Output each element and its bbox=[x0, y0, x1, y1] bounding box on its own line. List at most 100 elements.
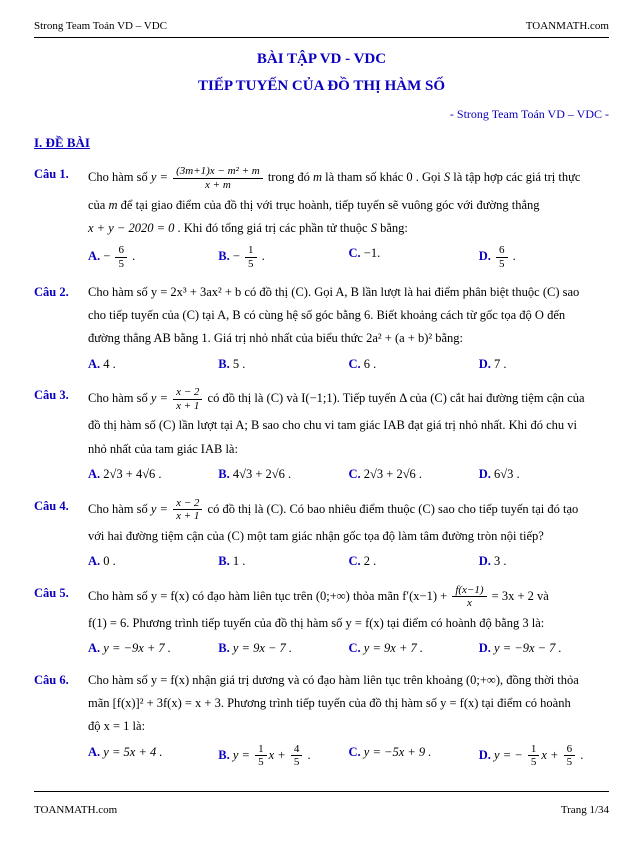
math: m bbox=[313, 170, 322, 184]
footer: TOANMATH.com Trang 1/34 bbox=[34, 802, 609, 819]
numerator: 1 bbox=[245, 244, 257, 258]
option-text: y = −9x + 7 . bbox=[103, 641, 171, 655]
footer-right: Trang 1/34 bbox=[561, 802, 609, 819]
option-key: C. bbox=[349, 246, 361, 260]
text: Cho hàm số y = f(x) nhận giá trị dương v… bbox=[88, 671, 609, 690]
neg: − bbox=[233, 249, 243, 263]
question-label: Câu 4. bbox=[34, 497, 88, 576]
math: y = bbox=[151, 502, 168, 516]
denominator: 5 bbox=[255, 756, 267, 769]
math: m bbox=[108, 198, 117, 212]
question-label: Câu 3. bbox=[34, 386, 88, 488]
option-text: 6 . bbox=[364, 357, 377, 371]
math: S bbox=[371, 221, 377, 235]
text: . Gọi bbox=[416, 170, 444, 184]
numerator: 4 bbox=[291, 743, 303, 757]
question-5: Câu 5. Cho hàm số y = f(x) có đạo hàm li… bbox=[34, 584, 609, 663]
option-key: A. bbox=[88, 745, 100, 759]
text: đồ thị hàm số (C) lần lượt tại A; B sao … bbox=[88, 416, 609, 435]
option-key: C. bbox=[349, 357, 361, 371]
section-heading: I. ĐỀ BÀI bbox=[34, 133, 609, 153]
option-text: 6√3 . bbox=[494, 467, 520, 481]
option-c: C. −1. bbox=[349, 244, 479, 270]
option-text: 2√3 + 2√6 . bbox=[364, 467, 422, 481]
option-d: D. y = −9x − 7 . bbox=[479, 639, 609, 658]
option-key: A. bbox=[88, 357, 100, 371]
numerator: 6 bbox=[564, 743, 576, 757]
option-c: C. 2 . bbox=[349, 552, 479, 571]
numerator: x − 2 bbox=[173, 386, 202, 400]
text: f(1) = 6. Phương trình tiếp tuyến của đồ… bbox=[88, 614, 609, 633]
options-row: A. y = 5x + 4 . B. y = 15x + 45 . C. y =… bbox=[88, 743, 609, 769]
option-key: C. bbox=[349, 745, 361, 759]
options-row: A. 4 . B. 5 . C. 6 . D. 7 . bbox=[88, 355, 609, 374]
denominator: 5 bbox=[115, 258, 127, 271]
question-2: Câu 2. Cho hàm số y = 2x³ + 3ax² + b có … bbox=[34, 283, 609, 379]
option-key: B. bbox=[218, 249, 229, 263]
text: Cho hàm số bbox=[88, 170, 151, 184]
title-line-2: TIẾP TUYẾN CỦA ĐỒ THỊ HÀM SỐ bbox=[34, 75, 609, 98]
option-text: y = −5x + 9 . bbox=[364, 745, 432, 759]
option-text: −1. bbox=[364, 246, 380, 260]
option-a: A. 2√3 + 4√6 . bbox=[88, 465, 218, 484]
options-row: A. 0 . B. 1 . C. 2 . D. 3 . bbox=[88, 552, 609, 571]
pre: y = bbox=[233, 748, 253, 762]
question-label: Câu 1. bbox=[34, 165, 88, 274]
option-key: D. bbox=[479, 554, 491, 568]
option-text: 1 . bbox=[233, 554, 246, 568]
option-key: A. bbox=[88, 554, 100, 568]
text: trong đó bbox=[268, 170, 313, 184]
text: Cho hàm số bbox=[88, 502, 151, 516]
question-6: Câu 6. Cho hàm số y = f(x) nhận giá trị … bbox=[34, 671, 609, 773]
option-text: 4√3 + 2√6 . bbox=[233, 467, 291, 481]
numerator: x − 2 bbox=[173, 497, 202, 511]
footer-left: TOANMATH.com bbox=[34, 802, 117, 819]
numerator: (3m+1)x − m² + m bbox=[173, 165, 263, 179]
math: y = bbox=[151, 170, 168, 184]
option-text: y = 9x + 7 . bbox=[364, 641, 423, 655]
option-text: y = 9x − 7 . bbox=[233, 641, 292, 655]
subtitle: - Strong Team Toán VD – VDC - bbox=[34, 105, 609, 124]
denominator: x bbox=[452, 597, 486, 610]
pre: y = − bbox=[494, 748, 526, 762]
option-text: 7 . bbox=[494, 357, 507, 371]
option-key: B. bbox=[218, 641, 229, 655]
option-b: B. 1 . bbox=[218, 552, 348, 571]
question-1: Câu 1. Cho hàm số y = (3m+1)x − m² + m x… bbox=[34, 165, 609, 274]
options-row: A. y = −9x + 7 . B. y = 9x − 7 . C. y = … bbox=[88, 639, 609, 658]
option-c: C. y = −5x + 9 . bbox=[349, 743, 479, 769]
option-d: D. 65 . bbox=[479, 244, 609, 270]
option-d: D. y = − 15x + 65 . bbox=[479, 743, 609, 769]
option-key: D. bbox=[479, 249, 491, 263]
text: có đồ thị là (C) và I(−1;1). Tiếp tuyến … bbox=[208, 391, 585, 405]
option-d: D. 3 . bbox=[479, 552, 609, 571]
denominator: x + 1 bbox=[173, 510, 202, 523]
option-key: B. bbox=[218, 467, 229, 481]
text: cho tiếp tuyến của (C) tại A, B có cùng … bbox=[88, 306, 609, 325]
text: để tại giao điểm của đồ thị với trục hoà… bbox=[121, 198, 540, 212]
option-a: A. 0 . bbox=[88, 552, 218, 571]
option-b: B. − 15 . bbox=[218, 244, 348, 270]
header-rule bbox=[34, 37, 609, 38]
option-text: y = −9x − 7 . bbox=[494, 641, 562, 655]
text: Cho hàm số bbox=[88, 391, 151, 405]
option-c: C. y = 9x + 7 . bbox=[349, 639, 479, 658]
option-a: A. 4 . bbox=[88, 355, 218, 374]
denominator: 5 bbox=[245, 258, 257, 271]
question-4: Câu 4. Cho hàm số y = x − 2x + 1 có đồ t… bbox=[34, 497, 609, 576]
denominator: 5 bbox=[496, 258, 508, 271]
text: độ x = 1 là: bbox=[88, 717, 609, 736]
option-b: B. y = 9x − 7 . bbox=[218, 639, 348, 658]
text: là tập hợp các giá trị thực bbox=[453, 170, 580, 184]
text: mãn [f(x)]² + 3f(x) = x + 3. Phương trìn… bbox=[88, 694, 609, 713]
option-key: B. bbox=[218, 357, 229, 371]
numerator: 1 bbox=[528, 743, 540, 757]
numerator: 1 bbox=[255, 743, 267, 757]
option-c: C. 6 . bbox=[349, 355, 479, 374]
header: Strong Team Toán VD – VDC TOANMATH.com bbox=[34, 18, 609, 35]
text: của bbox=[88, 198, 108, 212]
option-b: B. 4√3 + 2√6 . bbox=[218, 465, 348, 484]
option-key: B. bbox=[218, 748, 229, 762]
question-body: Cho hàm số y = f(x) có đạo hàm liên tục … bbox=[88, 584, 609, 663]
option-key: C. bbox=[349, 554, 361, 568]
